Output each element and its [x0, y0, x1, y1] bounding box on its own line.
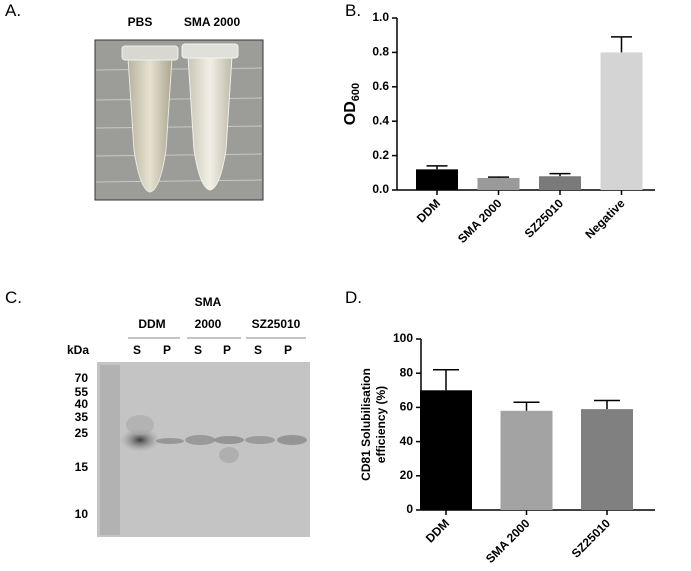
lane-group-label: SZ25010	[252, 317, 301, 331]
lane-label: S	[133, 343, 141, 357]
y-tick-label: 0.8	[372, 45, 389, 59]
bar	[600, 52, 643, 191]
y-tick-label: 0.2	[372, 148, 389, 162]
y-tick-label: 40	[400, 434, 414, 448]
lane-label: S	[194, 343, 202, 357]
lane-label: P	[223, 343, 231, 357]
bar	[477, 177, 520, 190]
marker-label: 10	[75, 507, 89, 521]
y-axis-label-main: OD	[342, 101, 359, 125]
x-tick-label: SZ25010	[569, 516, 614, 561]
marker-label: 35	[75, 410, 89, 424]
tube-label: SMA 2000	[184, 15, 241, 29]
lane-group-label: 2000	[195, 317, 222, 331]
gel-image	[97, 362, 310, 537]
x-tick-label: DDM	[414, 196, 443, 225]
tube-label: PBS	[128, 15, 153, 29]
x-tick-label: SMA 2000	[455, 196, 505, 246]
y-tick-label: 20	[400, 468, 414, 482]
marker-label: 25	[75, 426, 89, 440]
panel-label: D.	[345, 288, 362, 307]
y-tick-label: 60	[400, 400, 414, 414]
marker-label: 55	[75, 385, 89, 399]
bar	[416, 169, 458, 190]
bar	[581, 409, 633, 510]
lane-label: P	[163, 343, 171, 357]
y-tick-label: 0.0	[372, 182, 389, 196]
y-axis-label: efficiency (%)	[374, 386, 388, 463]
y-tick-label: 100	[393, 331, 413, 345]
tube-photo	[94, 39, 264, 201]
panel-label: A.	[5, 1, 21, 20]
y-tick-label: 0	[406, 502, 413, 516]
bar	[420, 390, 472, 510]
lane-group-label: DDM	[138, 317, 165, 331]
y-axis-label: OD600	[342, 83, 362, 125]
y-tick-label: 1.0	[372, 10, 389, 24]
y-tick-label: 0.4	[372, 113, 389, 127]
bar	[500, 410, 553, 510]
lane-group-label: SMA	[195, 295, 222, 309]
y-tick-label: 80	[400, 365, 414, 379]
y-tick-label: 0.6	[372, 79, 389, 93]
marker-label: 70	[75, 371, 89, 385]
lane-label: S	[254, 343, 262, 357]
panel-label: B.	[345, 1, 361, 20]
x-tick-label: SMA 2000	[483, 516, 533, 566]
y-axis-label: CD81 Solubilisation	[359, 368, 373, 481]
panel-label: C.	[5, 288, 22, 307]
lane-label: P	[284, 343, 292, 357]
x-tick-label: DDM	[423, 516, 452, 545]
x-tick-label: SZ25010	[522, 196, 567, 241]
marker-label: 40	[75, 397, 89, 411]
x-tick-label: Negative	[582, 196, 628, 242]
marker-label: 15	[75, 460, 89, 474]
y-axis-label-subscript: 600	[350, 83, 362, 101]
bar	[539, 176, 581, 190]
marker-unit: kDa	[67, 343, 89, 357]
